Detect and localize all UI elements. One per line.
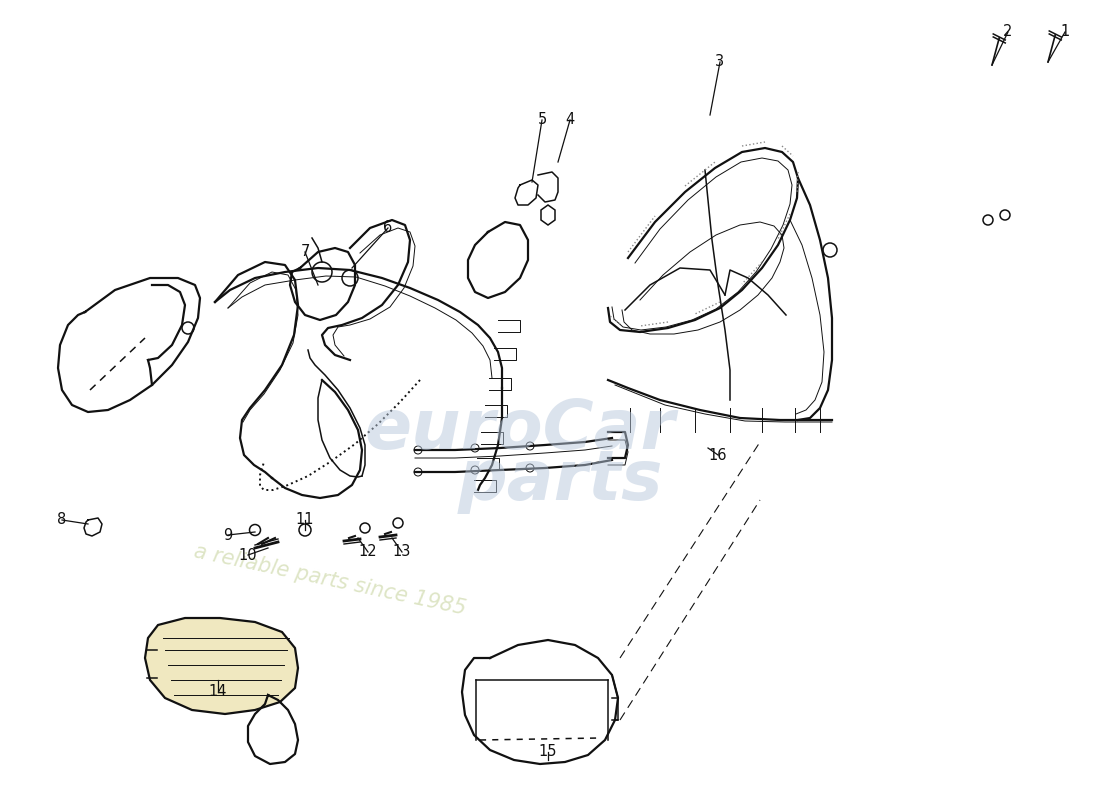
Text: 10: 10: [239, 547, 257, 562]
Text: 9: 9: [223, 527, 232, 542]
Text: 14: 14: [209, 685, 228, 699]
Text: 7: 7: [300, 245, 310, 259]
Text: 15: 15: [539, 745, 558, 759]
Text: a reliable parts since 1985: a reliable parts since 1985: [192, 542, 468, 618]
Text: 3: 3: [715, 54, 725, 70]
Text: 5: 5: [538, 113, 547, 127]
Text: 8: 8: [57, 513, 67, 527]
Text: parts: parts: [458, 446, 662, 514]
Text: 1: 1: [1060, 25, 1069, 39]
Text: 4: 4: [565, 113, 574, 127]
Text: 13: 13: [393, 545, 411, 559]
Text: 6: 6: [384, 221, 393, 235]
Text: 12: 12: [359, 545, 377, 559]
Text: 16: 16: [708, 447, 727, 462]
Text: 2: 2: [1003, 25, 1013, 39]
Text: 11: 11: [296, 513, 315, 527]
Polygon shape: [145, 618, 298, 714]
Text: euroCar: euroCar: [364, 397, 675, 463]
